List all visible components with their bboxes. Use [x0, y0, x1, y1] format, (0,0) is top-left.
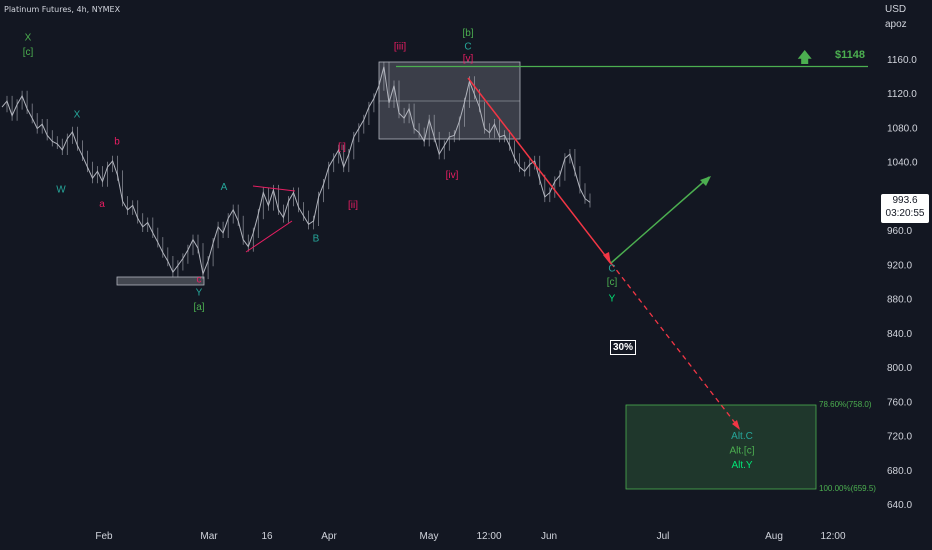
y-tick-label: 760.0	[887, 397, 912, 408]
wave-label: a	[99, 199, 105, 210]
y-tick-label: 1120.0	[887, 89, 917, 100]
projection-down-arrow	[467, 77, 612, 264]
x-tick-label: 12:00	[820, 531, 845, 542]
symbol-title: Platinum Futures, 4h, NYMEX	[4, 5, 121, 14]
target-price-label: $1148	[835, 49, 865, 61]
wave-label: W	[56, 185, 66, 196]
time-axis[interactable]: Feb Mar 16 Apr May 12:00 Jun Jul Aug 12:00	[95, 531, 846, 542]
projection-up-arrow	[610, 176, 710, 264]
y-tick-label: 840.0	[887, 329, 912, 340]
wave-label: [c]	[607, 277, 618, 288]
price-line	[1, 66, 591, 276]
wave-label: X	[74, 109, 81, 120]
wave-label: [iii]	[394, 42, 406, 53]
x-tick-label: Apr	[321, 531, 337, 542]
projection-up-arrowhead	[700, 176, 711, 186]
wave-label: b	[114, 137, 120, 148]
x-tick-label: Mar	[200, 531, 218, 542]
bar-countdown: 03:20:55	[885, 208, 925, 219]
fib-target-zone	[625, 404, 817, 490]
x-tick-label: Jun	[541, 531, 557, 542]
x-tick-label: May	[420, 531, 439, 542]
current-price-value: 993.6	[892, 195, 918, 206]
scale-mode-label[interactable]: apoz	[885, 19, 907, 30]
x-tick-label: Jul	[657, 531, 670, 542]
triangle-lower-line	[245, 220, 293, 253]
arrow-up-icon: 🡅	[797, 49, 813, 66]
triangle-upper-line	[252, 185, 296, 192]
y-tick-label: 920.0	[887, 260, 912, 271]
y-tick-label: 880.0	[887, 295, 912, 306]
range-box-bottom	[116, 276, 205, 286]
wave-label: B	[313, 233, 320, 244]
wave-label: [i]	[338, 142, 346, 153]
y-tick-label: 800.0	[887, 363, 912, 374]
wave-label: [v]	[463, 54, 474, 65]
price-series	[1, 61, 591, 280]
y-tick-label: 960.0	[887, 226, 912, 237]
wave-label: Y	[196, 287, 203, 298]
wave-label: [a]	[193, 302, 204, 313]
current-price-tag: 993.6 03:20:55	[881, 194, 929, 223]
x-tick-label: 12:00	[476, 531, 501, 542]
wave-label: [iv]	[446, 170, 459, 181]
x-tick-label: Aug	[765, 531, 783, 542]
y-tick-label: 680.0	[887, 466, 912, 477]
y-tick-label: 640.0	[887, 500, 912, 511]
wave-label: Alt.Y	[731, 460, 752, 471]
y-tick-label: 1160.0	[887, 55, 917, 66]
wave-labels: X[c]XbWaAcY[a]B[i][ii][iii][b]C[v][iv]C[…	[23, 28, 755, 471]
wave-label: [c]	[23, 47, 34, 58]
y-tick-label: 720.0	[887, 432, 912, 443]
projection-alt-arrowhead	[732, 420, 740, 430]
price-axis[interactable]: 1160.0 1120.0 1080.0 1040.0 960.0 920.0 880.0 8…	[887, 55, 918, 511]
x-tick-label: 16	[261, 531, 273, 542]
wave-label: Alt.[c]	[729, 446, 754, 457]
projection-alt-dashed-arrow	[610, 262, 740, 429]
fib-top-label: 78.60%(758.0)	[819, 400, 872, 409]
y-tick-label: 1040.0	[887, 158, 918, 169]
wave-label: C	[464, 42, 471, 53]
projection-down-arrowhead	[603, 252, 611, 265]
range-box-top	[378, 61, 521, 140]
probability-badge: 30%	[610, 340, 637, 355]
y-tick-label: 1080.0	[887, 123, 918, 134]
wave-label: A	[221, 182, 228, 193]
wave-label: [b]	[462, 28, 473, 39]
wave-label: X	[25, 32, 32, 43]
wave-label: [ii]	[348, 200, 358, 211]
wave-label: Alt.C	[731, 431, 753, 442]
fib-bottom-label: 100.00%(659.5)	[819, 484, 876, 493]
wave-label: Y	[609, 293, 616, 304]
currency-label: USD	[885, 4, 907, 15]
x-tick-label: Feb	[95, 531, 113, 542]
wave-label: c	[197, 275, 202, 286]
wave-label: C	[608, 263, 615, 274]
